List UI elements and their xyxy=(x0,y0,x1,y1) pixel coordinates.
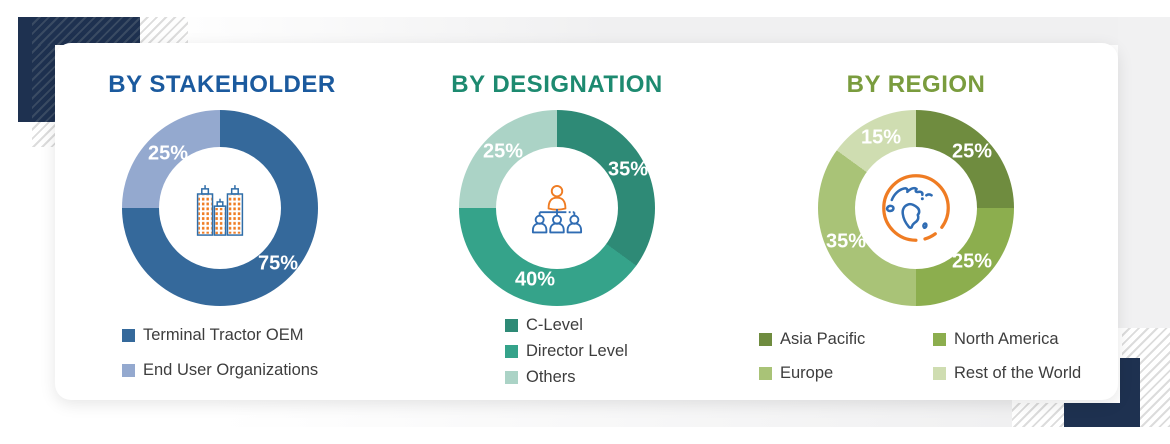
legend-swatch xyxy=(122,328,135,342)
slice-label-rest-of-world: 15% xyxy=(860,126,902,149)
background-band-bottom xyxy=(18,400,1012,427)
corner-decoration-top-left-hatch xyxy=(32,17,140,45)
corner-decoration-top-left-bar xyxy=(18,17,32,122)
chart-card: BY STAKEHOLDER 75% 25% xyxy=(55,43,1118,400)
legend-label: Director Level xyxy=(526,342,628,360)
legend-label: Terminal Tractor OEM xyxy=(143,326,304,344)
legend-label: Europe xyxy=(780,364,834,382)
legend-label: North America xyxy=(954,330,1059,348)
globe-icon xyxy=(882,174,950,242)
corner-decoration-top-left-hatch-vertical xyxy=(32,45,55,122)
slice-label-c-level: 35% xyxy=(607,158,649,181)
legend-label: End User Organizations xyxy=(143,361,319,379)
corner-decoration-top-left-gray-hatch-below xyxy=(32,122,55,147)
background-band-top xyxy=(150,17,1170,45)
buildings-icon xyxy=(196,185,244,236)
legend-item: End User Organizations xyxy=(122,360,318,380)
slice-label-others: 25% xyxy=(482,140,524,163)
legend-label: Others xyxy=(526,368,576,386)
legend-item: North America xyxy=(933,329,1081,349)
slice-label-europe: 35% xyxy=(825,230,867,253)
legend-item: Europe xyxy=(759,363,933,383)
slice-label-end-user-organizations: 25% xyxy=(147,142,189,165)
slice-label-asia-pacific: 25% xyxy=(951,140,993,163)
legend-item: C-Level xyxy=(505,315,628,335)
chart-title-designation: BY DESIGNATION xyxy=(451,71,663,98)
corner-decoration-bottom-right-bar-vertical xyxy=(1120,358,1140,427)
legend-item: Others xyxy=(505,367,628,387)
legend-item: Asia Pacific xyxy=(759,329,933,349)
legend-item: Terminal Tractor OEM xyxy=(122,325,318,345)
legend-swatch xyxy=(933,332,946,346)
stakeholder-donut: 75% 25% xyxy=(122,110,318,306)
slice-label-terminal-tractor-oem: 75% xyxy=(257,252,299,275)
legend-label: C-Level xyxy=(526,316,583,334)
legend-swatch xyxy=(505,318,518,332)
stakeholder-legend: Terminal Tractor OEM End User Organizati… xyxy=(122,325,318,395)
corner-decoration-top-left-gray-hatch xyxy=(140,17,188,45)
corner-decoration-bottom-right-bar-horizontal xyxy=(1064,403,1120,427)
region-donut: 25% 25% 35% 15% xyxy=(818,110,1014,306)
legend-swatch xyxy=(505,370,518,384)
legend-label: Asia Pacific xyxy=(780,330,866,348)
legend-swatch xyxy=(122,363,135,377)
donut-hole xyxy=(159,147,281,269)
designation-legend: C-Level Director Level Others xyxy=(505,315,628,393)
region-legend: Asia Pacific North America Europe Rest o… xyxy=(759,329,1081,383)
legend-item: Director Level xyxy=(505,341,628,361)
legend-swatch xyxy=(505,344,518,358)
legend-label: Rest of the World xyxy=(954,364,1082,382)
background-band-right xyxy=(1118,17,1170,328)
designation-donut: 35% 40% 25% xyxy=(459,110,655,306)
legend-swatch xyxy=(759,366,772,380)
donut-hole xyxy=(855,147,977,269)
chart-title-stakeholder: BY STAKEHOLDER xyxy=(108,71,336,98)
org-hierarchy-icon xyxy=(531,184,583,234)
legend-swatch xyxy=(759,332,772,346)
corner-decoration-bottom-right-gray-hatch-left xyxy=(1012,403,1064,427)
slice-label-north-america: 25% xyxy=(951,250,993,273)
slice-label-director-level: 40% xyxy=(514,268,556,291)
chart-title-region: BY REGION xyxy=(846,71,986,98)
legend-item: Rest of the World xyxy=(933,363,1081,383)
donut-hole xyxy=(496,147,618,269)
legend-swatch xyxy=(933,366,946,380)
